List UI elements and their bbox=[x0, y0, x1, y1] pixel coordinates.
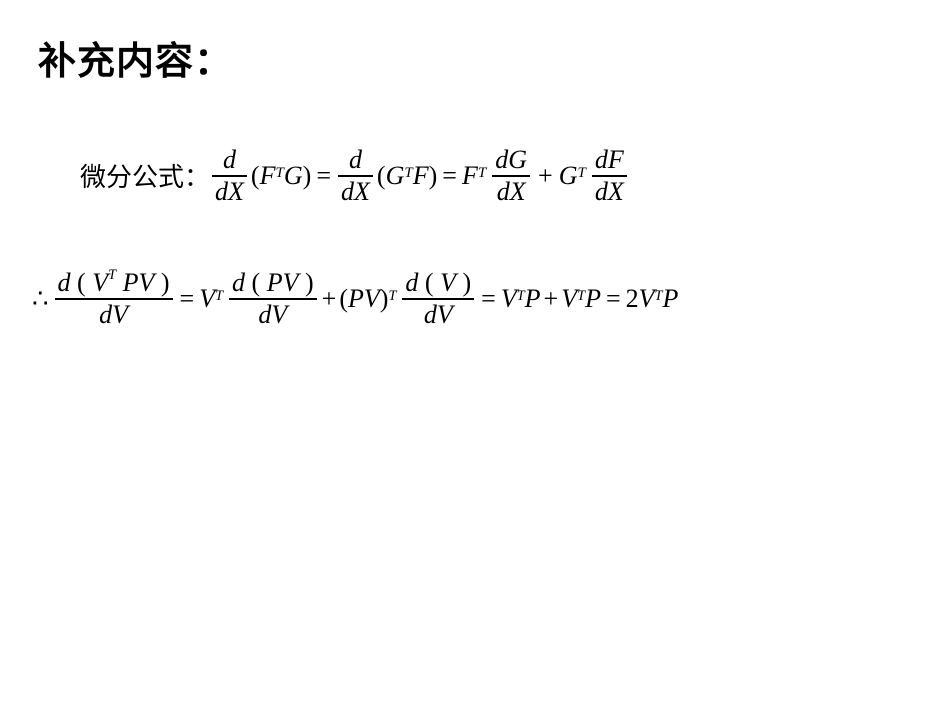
sym-G: G bbox=[386, 161, 405, 191]
rparen: ) bbox=[305, 268, 314, 297]
sym-d: d bbox=[495, 145, 508, 174]
sym-V: V bbox=[112, 300, 128, 329]
sup-T: T bbox=[388, 288, 396, 305]
sup-T: T bbox=[655, 288, 663, 305]
sym-V: V bbox=[138, 268, 154, 297]
rparen: ) bbox=[380, 284, 389, 314]
lparen: ( bbox=[251, 161, 260, 191]
op-plus: + bbox=[544, 284, 559, 314]
lparen: ( bbox=[77, 268, 86, 297]
sym-V: V bbox=[437, 300, 453, 329]
op-eq: = bbox=[606, 284, 621, 314]
sym-G: G bbox=[508, 145, 527, 174]
sym-V: V bbox=[440, 268, 456, 297]
frac-dVtPV-dV: d ( VT PV ) dV bbox=[55, 268, 173, 330]
frac-dF-dX: dF dX bbox=[592, 145, 627, 207]
frac-dV-dV: d ( V ) dV bbox=[402, 268, 474, 330]
frac-d-dX-2: d dX bbox=[338, 145, 373, 207]
page-title: 补充内容： bbox=[38, 30, 233, 85]
sup-T: T bbox=[275, 165, 283, 182]
op-plus: + bbox=[538, 161, 553, 191]
sym-P: P bbox=[123, 268, 139, 297]
sym-d: d bbox=[341, 177, 354, 206]
sym-V: V bbox=[639, 284, 655, 314]
rparen: ) bbox=[303, 161, 312, 191]
sup-T: T bbox=[577, 288, 585, 305]
sym-X: X bbox=[228, 177, 244, 206]
therefore-symbol: ∴ bbox=[32, 284, 49, 314]
num-2: 2 bbox=[626, 284, 639, 314]
sym-P: P bbox=[585, 284, 601, 314]
rparen: ) bbox=[161, 268, 170, 297]
sym-V: V bbox=[199, 284, 215, 314]
sym-X: X bbox=[354, 177, 370, 206]
rparen: ) bbox=[462, 268, 471, 297]
sup-T: T bbox=[478, 165, 486, 182]
sup-T: T bbox=[517, 288, 525, 305]
frac-d-dX-1: d dX bbox=[212, 145, 247, 207]
sym-P: P bbox=[662, 284, 678, 314]
sym-d: d bbox=[595, 145, 608, 174]
sym-V: V bbox=[283, 268, 299, 297]
lparen: ( bbox=[339, 284, 348, 314]
sym-d: d bbox=[99, 300, 112, 329]
sym-V: V bbox=[92, 268, 108, 297]
rparen: ) bbox=[429, 161, 438, 191]
op-eq: = bbox=[180, 284, 195, 314]
sym-d: d bbox=[232, 268, 245, 297]
frac-dPV-dV: d ( PV ) dV bbox=[229, 268, 317, 330]
sym-d: d bbox=[497, 177, 510, 206]
sym-X: X bbox=[510, 177, 526, 206]
sym-d: d bbox=[424, 300, 437, 329]
sym-P: P bbox=[267, 268, 283, 297]
sym-d: d bbox=[58, 268, 71, 297]
colon: ： bbox=[184, 157, 210, 194]
sym-d: d bbox=[405, 268, 418, 297]
sup-T: T bbox=[577, 165, 585, 182]
op-eq: = bbox=[316, 161, 331, 191]
slide: 补充内容： 微分公式 ： d dX ( FT G ) = d dX ( GT bbox=[0, 0, 950, 713]
lparen: ( bbox=[425, 268, 434, 297]
sym-d: d bbox=[258, 300, 271, 329]
lparen: ( bbox=[252, 268, 261, 297]
sym-G: G bbox=[559, 161, 578, 191]
sym-F: F bbox=[413, 161, 429, 191]
equation-2: ∴ d ( VT PV ) dV = VT d ( PV ) bbox=[32, 268, 678, 330]
sym-d: d bbox=[223, 145, 236, 174]
sym-G: G bbox=[284, 161, 303, 191]
lparen: ( bbox=[377, 161, 386, 191]
sym-d: d bbox=[215, 177, 228, 206]
sup-T: T bbox=[108, 267, 116, 283]
op-plus: + bbox=[322, 284, 337, 314]
sym-V: V bbox=[561, 284, 577, 314]
sym-V: V bbox=[501, 284, 517, 314]
op-eq: = bbox=[442, 161, 457, 191]
sup-T: T bbox=[404, 165, 412, 182]
sym-V: V bbox=[271, 300, 287, 329]
sym-d: d bbox=[349, 145, 362, 174]
sym-P: P bbox=[348, 284, 364, 314]
sym-F: F bbox=[608, 145, 624, 174]
sym-d: d bbox=[595, 177, 608, 206]
op-eq: = bbox=[481, 284, 496, 314]
frac-dG-dX: dG dX bbox=[492, 145, 530, 207]
sym-P: P bbox=[525, 284, 541, 314]
sym-X: X bbox=[608, 177, 624, 206]
equation-1: 微分公式 ： d dX ( FT G ) = d dX ( GT F ) = bbox=[80, 145, 629, 207]
sym-F: F bbox=[260, 161, 276, 191]
prefix-chinese: 微分公式 bbox=[80, 157, 184, 194]
sup-T: T bbox=[215, 288, 223, 305]
sym-V: V bbox=[364, 284, 380, 314]
sym-F: F bbox=[462, 161, 478, 191]
